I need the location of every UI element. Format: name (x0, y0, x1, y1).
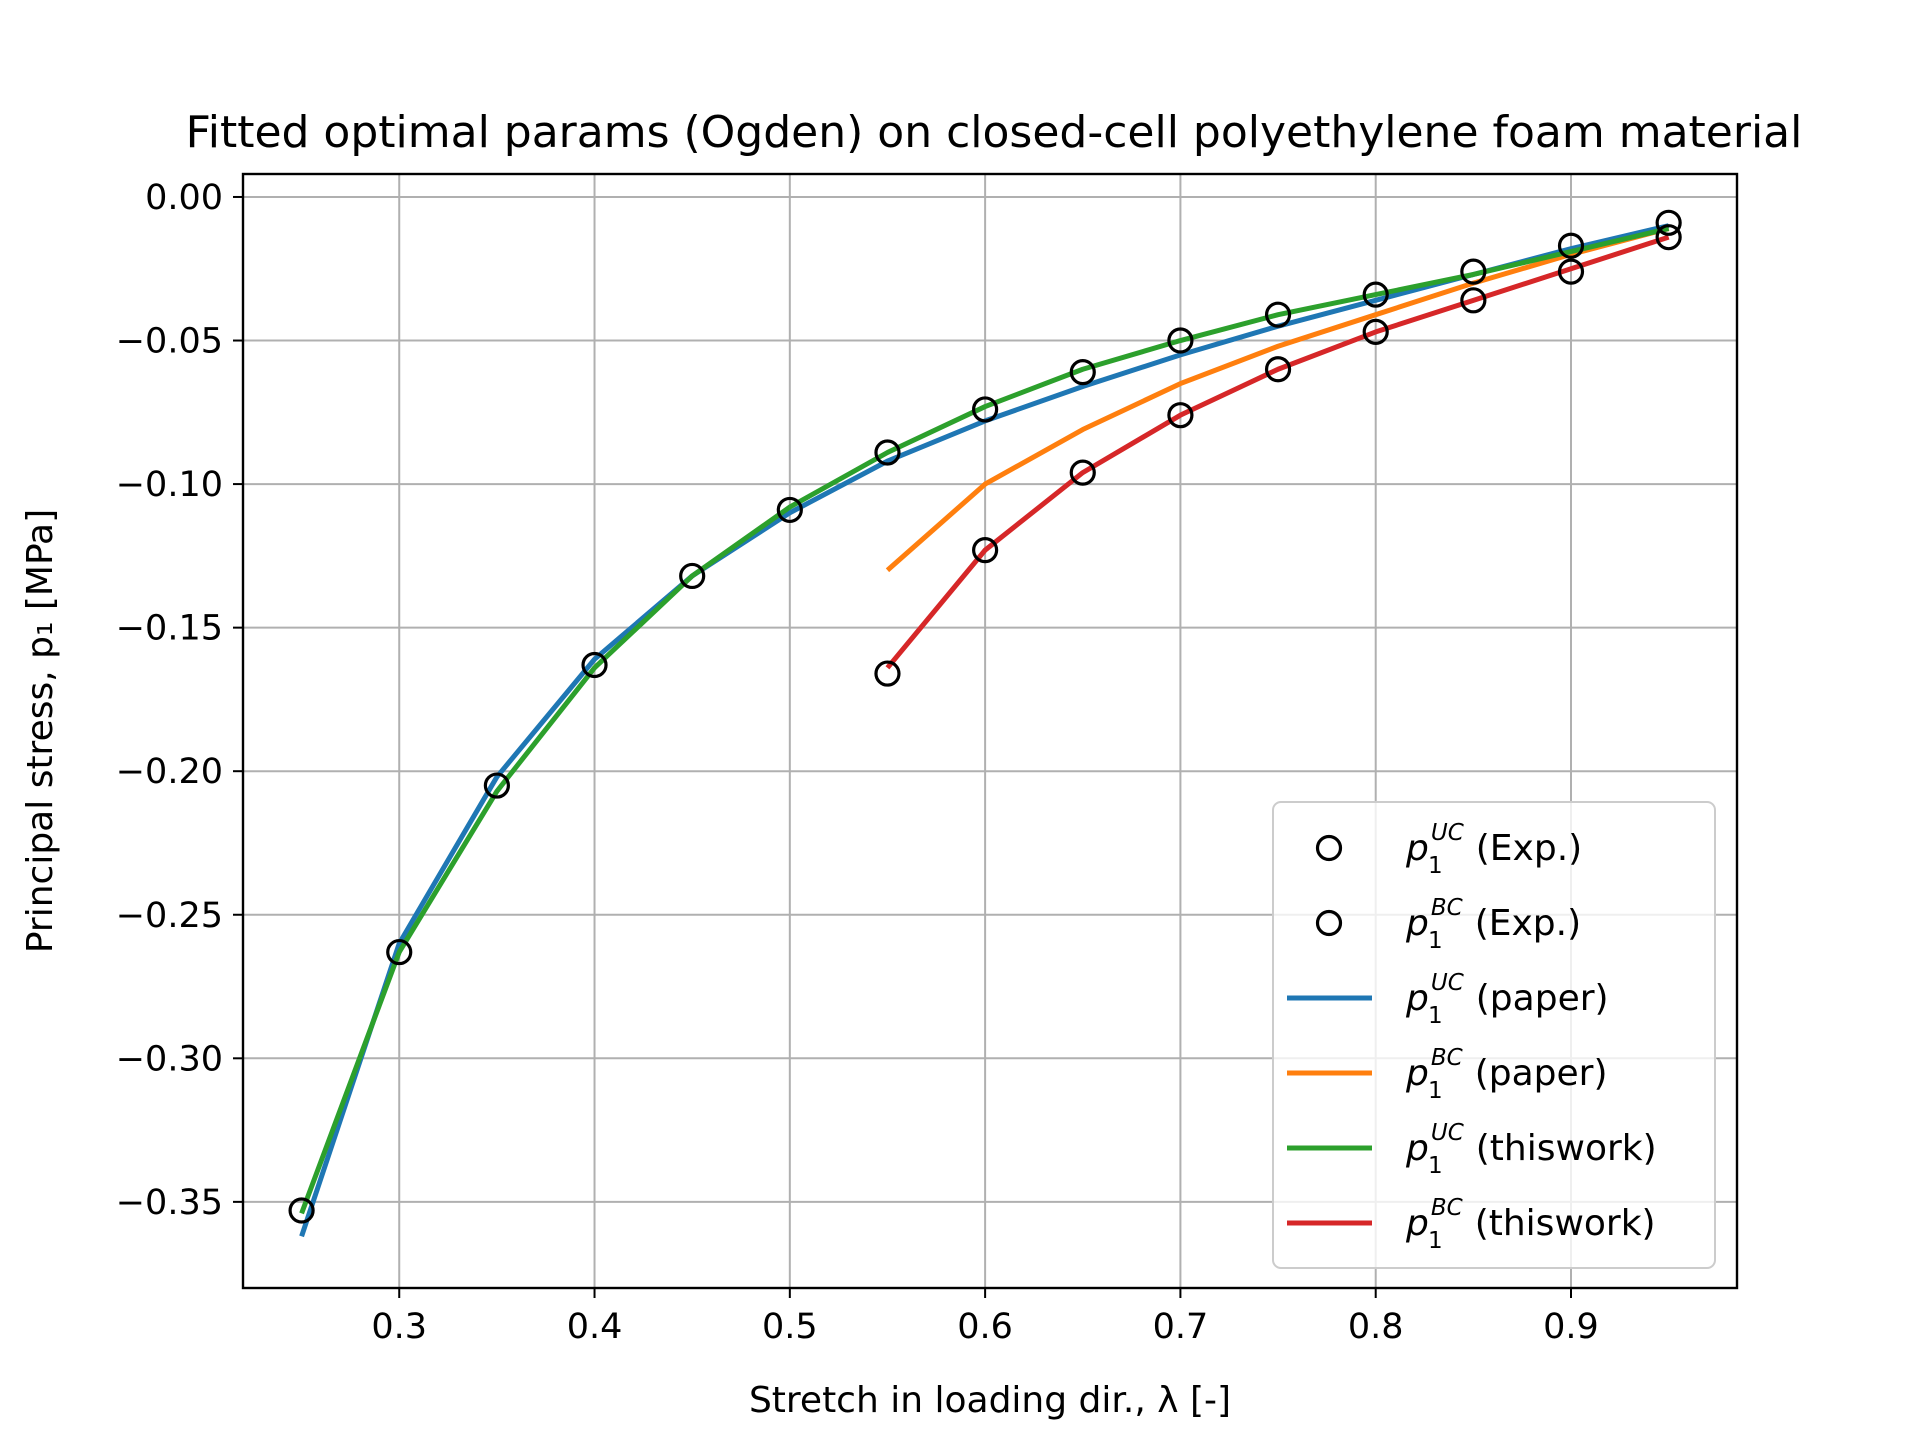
data-point-s0-11 (1362, 281, 1389, 308)
data-point-s1-5 (1362, 318, 1389, 346)
legend-label: pUC (thiswork) (1405, 1120, 1657, 1169)
x-tick-label: 0.8 (1348, 1307, 1404, 1347)
x-axis-label: Stretch in loading dir., λ [-] (749, 1380, 1231, 1421)
legend-label-base: p (1405, 828, 1429, 869)
data-point-s0-1 (386, 938, 413, 966)
y-axis-label: Principal stress, p₁ [MPa] (20, 509, 61, 953)
x-tick-label: 0.9 (1543, 1307, 1599, 1347)
y-tick-label: −0.30 (116, 1039, 223, 1079)
data-point-s1-1 (972, 537, 999, 564)
data-point-s0-12 (1460, 258, 1487, 285)
data-point-s0-0 (288, 1197, 315, 1224)
y-axis-ticks: 0.00 −0.05 −0.10 −0.15 −0.20 −0.25 −0.30 −0.35 (116, 178, 243, 1223)
data-point-s1-7 (1557, 258, 1585, 285)
series-line-4 (299, 226, 1670, 1215)
legend-label-sub: 1 (1428, 1078, 1443, 1104)
legend-label-base: p (1405, 978, 1429, 1019)
legend-label-sup: UC (1431, 1120, 1464, 1146)
legend-entry: pBC (thiswork) 1 (1287, 1195, 1656, 1254)
y-tick-label: −0.10 (116, 465, 223, 505)
x-tick-label: 0.7 (1153, 1307, 1209, 1347)
legend-label: pUC (Exp.) (1405, 820, 1582, 869)
legend-label-base: p (1405, 1128, 1429, 1169)
data-point-s1-8 (1655, 224, 1682, 251)
legend-label: pBC (paper) (1405, 1045, 1608, 1094)
series-line-3 (885, 226, 1670, 573)
data-point-s1-3 (1167, 402, 1194, 429)
data-point-s0-14 (1655, 209, 1682, 236)
legend-label-rest: (paper) (1476, 978, 1609, 1019)
legend-label-sup: UC (1431, 820, 1464, 846)
legend-label-sup: BC (1431, 1195, 1463, 1221)
y-tick-label: −0.05 (116, 322, 223, 362)
legend-label-base: p (1405, 1053, 1429, 1094)
series-line-5 (885, 234, 1670, 670)
legend-label-sub: 1 (1428, 1153, 1443, 1179)
legend-label-rest: (paper) (1475, 1053, 1608, 1094)
legend-marker (1315, 834, 1343, 862)
legend-label-sup: BC (1431, 895, 1463, 921)
series-layer (288, 209, 1682, 1238)
legend-label-rest: (Exp.) (1476, 828, 1582, 869)
legend-box (1272, 801, 1716, 1269)
plot-frame (241, 172, 1739, 1290)
data-point-s1-2 (1069, 459, 1096, 486)
legend-label-sub: 1 (1428, 853, 1443, 879)
y-tick-label: −0.15 (116, 609, 223, 649)
data-point-s0-6 (874, 439, 901, 466)
data-point-s1-4 (1264, 356, 1292, 383)
data-point-s0-4 (679, 562, 706, 590)
legend-label-sup: UC (1431, 970, 1464, 996)
legend-label-base: p (1405, 1203, 1429, 1244)
legend-label: pBC (thiswork) (1405, 1195, 1656, 1244)
legend-label-sub: 1 (1428, 928, 1443, 954)
legend-entry: pUC (paper) 1 (1287, 970, 1609, 1029)
legend-label: pUC (paper) (1405, 970, 1609, 1019)
data-point-s0-9 (1167, 327, 1194, 354)
y-tick-label: 0.00 (145, 178, 223, 218)
data-point-s0-3 (581, 651, 608, 679)
x-tick-label: 0.6 (957, 1307, 1013, 1347)
data-point-s0-2 (483, 772, 510, 799)
data-point-s0-13 (1557, 232, 1585, 259)
data-point-s1-0 (874, 660, 901, 687)
legend-label: pBC (Exp.) (1405, 895, 1581, 944)
legend-label-rest: (thiswork) (1475, 1203, 1656, 1244)
legend-entry: pUC (thiswork) 1 (1287, 1120, 1657, 1179)
legend-marker (1315, 909, 1343, 937)
data-point-s0-5 (776, 496, 803, 524)
data-point-s0-7 (972, 396, 999, 423)
legend-label-base: p (1405, 903, 1429, 944)
data-point-s1-6 (1460, 287, 1487, 314)
legend-label-sup: BC (1431, 1045, 1463, 1071)
legend-label-rest: (thiswork) (1476, 1128, 1657, 1169)
y-tick-label: −0.35 (116, 1183, 223, 1223)
legend-entry: pBC (paper) 1 (1287, 1045, 1608, 1104)
y-tick-label: −0.25 (116, 896, 223, 936)
x-tick-label: 0.3 (371, 1307, 427, 1347)
data-point-s0-8 (1069, 359, 1096, 386)
x-tick-label: 0.5 (762, 1307, 818, 1347)
legend-entry: pUC (Exp.) 1 (1315, 820, 1582, 879)
x-axis-ticks: 0.3 0.4 0.5 0.6 0.7 0.8 0.9 (371, 1288, 1599, 1347)
legend-label-rest: (Exp.) (1475, 903, 1581, 944)
legend-label-sub: 1 (1428, 1003, 1443, 1029)
legend-entry: pBC (Exp.) 1 (1315, 895, 1581, 954)
chart-title: Fitted optimal params (Ogden) on closed-… (186, 107, 1803, 158)
legend-label-sub: 1 (1428, 1228, 1443, 1254)
data-point-s0-10 (1264, 301, 1292, 328)
x-tick-label: 0.4 (567, 1307, 623, 1347)
y-tick-label: −0.20 (116, 752, 223, 792)
